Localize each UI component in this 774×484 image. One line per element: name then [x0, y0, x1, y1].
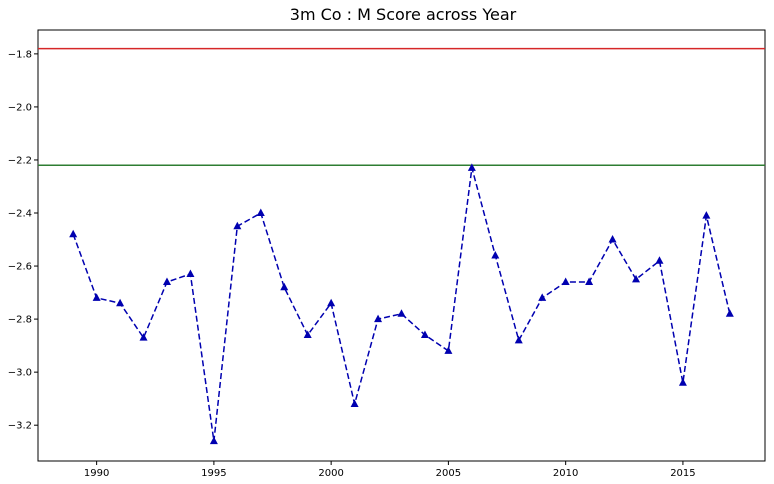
data-point-1993 — [162, 277, 171, 285]
plot-area — [37, 29, 766, 462]
data-point-1992 — [139, 333, 148, 341]
y-tick-label-4: −2.6 — [8, 262, 32, 273]
x-tick-label-2000: 2000 — [318, 468, 343, 479]
data-point-1998 — [280, 282, 289, 291]
y-tick-label-0: −1.8 — [8, 49, 32, 60]
data-point-2014 — [655, 256, 664, 264]
data-point-2010 — [561, 277, 570, 285]
data-point-2013 — [632, 274, 641, 283]
x-tick-label-1990: 1990 — [84, 468, 109, 479]
chart-title: 3m Co : M Score across Year — [290, 5, 517, 24]
data-point-1995 — [209, 436, 218, 445]
x-tick-label-2010: 2010 — [553, 468, 578, 479]
x-axis: 1990 1995 2000 2005 2010 2015 — [84, 461, 696, 479]
series-line — [72, 167, 731, 442]
data-point-2017 — [725, 309, 734, 317]
data-point-2003 — [397, 309, 406, 317]
reference-lines — [38, 47, 765, 167]
data-point-2011 — [585, 277, 594, 285]
data-point-1994 — [186, 269, 195, 278]
data-point-1997 — [256, 208, 265, 217]
x-tick-label-2005: 2005 — [436, 468, 461, 479]
data-point-2007 — [491, 250, 500, 259]
data-point-2005 — [444, 346, 453, 354]
data-point-2009 — [538, 293, 547, 301]
data-point-2016 — [702, 211, 711, 219]
y-tick-label-5: −2.8 — [8, 315, 32, 326]
data-point-1990 — [92, 293, 101, 301]
y-tick-label-1: −2.0 — [8, 102, 32, 113]
y-tick-label-7: −3.2 — [8, 421, 32, 432]
data-point-2015 — [678, 378, 687, 386]
data-point-2012 — [608, 235, 617, 243]
data-point-2006 — [467, 163, 476, 171]
x-tick-label-1995: 1995 — [201, 468, 226, 479]
data-point-1991 — [116, 298, 125, 307]
y-axis: −1.8 −2.0 −2.2 −2.4 −2.6 −2.8 −3.0 −3.2 — [8, 49, 38, 432]
data-point-1996 — [233, 221, 242, 230]
data-point-2008 — [514, 335, 523, 344]
data-point-1999 — [303, 330, 312, 339]
data-point-1989 — [69, 229, 78, 238]
series-line-group — [72, 167, 731, 442]
data-points — [69, 163, 734, 445]
data-point-2001 — [350, 399, 359, 407]
data-point-2004 — [420, 330, 429, 339]
y-tick-label-2: −2.2 — [8, 155, 32, 166]
data-point-2002 — [374, 314, 383, 323]
data-point-2000 — [327, 298, 336, 307]
y-tick-label-3: −2.4 — [8, 209, 32, 220]
y-tick-label-6: −3.0 — [8, 368, 32, 379]
x-tick-label-2015: 2015 — [670, 468, 695, 479]
